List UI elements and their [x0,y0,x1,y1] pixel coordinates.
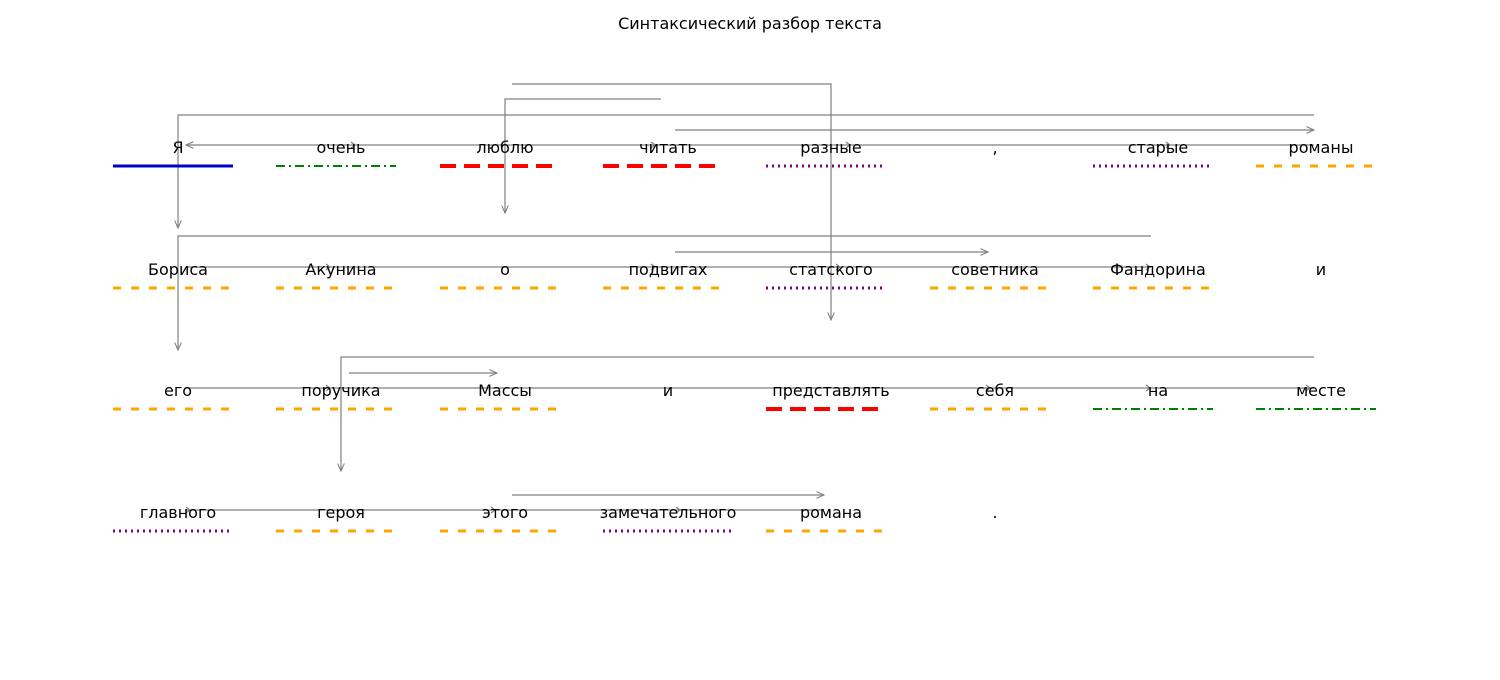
arrow-tick [845,141,851,149]
word: главного [140,503,216,522]
arrow-tick [650,263,656,271]
arrow-tick [1145,263,1151,271]
arrow-tick [325,263,331,271]
word: очень [317,138,366,157]
word: и [663,381,673,400]
arrow-tick [985,384,991,392]
word: романы [1289,138,1354,157]
arrow-tick [1145,384,1151,392]
word: разные [800,138,861,157]
word: старые [1128,138,1189,157]
arrow-tick [675,506,681,514]
word: советника [951,260,1039,279]
arrow-tick [1165,141,1171,149]
dependency-arrow [512,83,831,320]
dependency-arrows [178,83,1314,514]
word: Бориса [148,260,208,279]
role-underlines [113,164,1376,533]
dependency-arrow [178,114,1314,228]
word: . [992,503,997,522]
arrow-tick [350,141,356,149]
word: поручика [301,381,380,400]
word: его [164,381,192,400]
word: себя [976,381,1014,400]
word: представлять [772,381,889,400]
arrow-tick [185,506,191,514]
word: люблю [476,138,533,157]
word: Фандорина [1110,260,1206,279]
word: , [992,138,997,157]
word: Акунина [305,260,376,279]
word: подвигах [629,260,708,279]
word: Массы [478,381,532,400]
word: героя [317,503,365,522]
arrow-tick [650,141,656,149]
word: о [500,260,510,279]
word: читать [639,138,697,157]
word: месте [1296,381,1346,400]
arrow-tick [490,506,496,514]
word: этого [482,503,528,522]
dependency-arrow [505,98,661,213]
arrow-tick [835,263,841,271]
word: романа [800,503,862,522]
dependency-arrow [178,235,1151,350]
word: Я [172,138,183,157]
word: замечательного [600,503,737,522]
word: на [1148,381,1168,400]
word: и [1316,260,1326,279]
word: статского [789,260,873,279]
dependency-arrow [341,356,1314,471]
arrow-tick [325,384,331,392]
diagram-title: Синтаксический разбор текста [618,14,882,33]
arrow-tick [1305,384,1311,392]
